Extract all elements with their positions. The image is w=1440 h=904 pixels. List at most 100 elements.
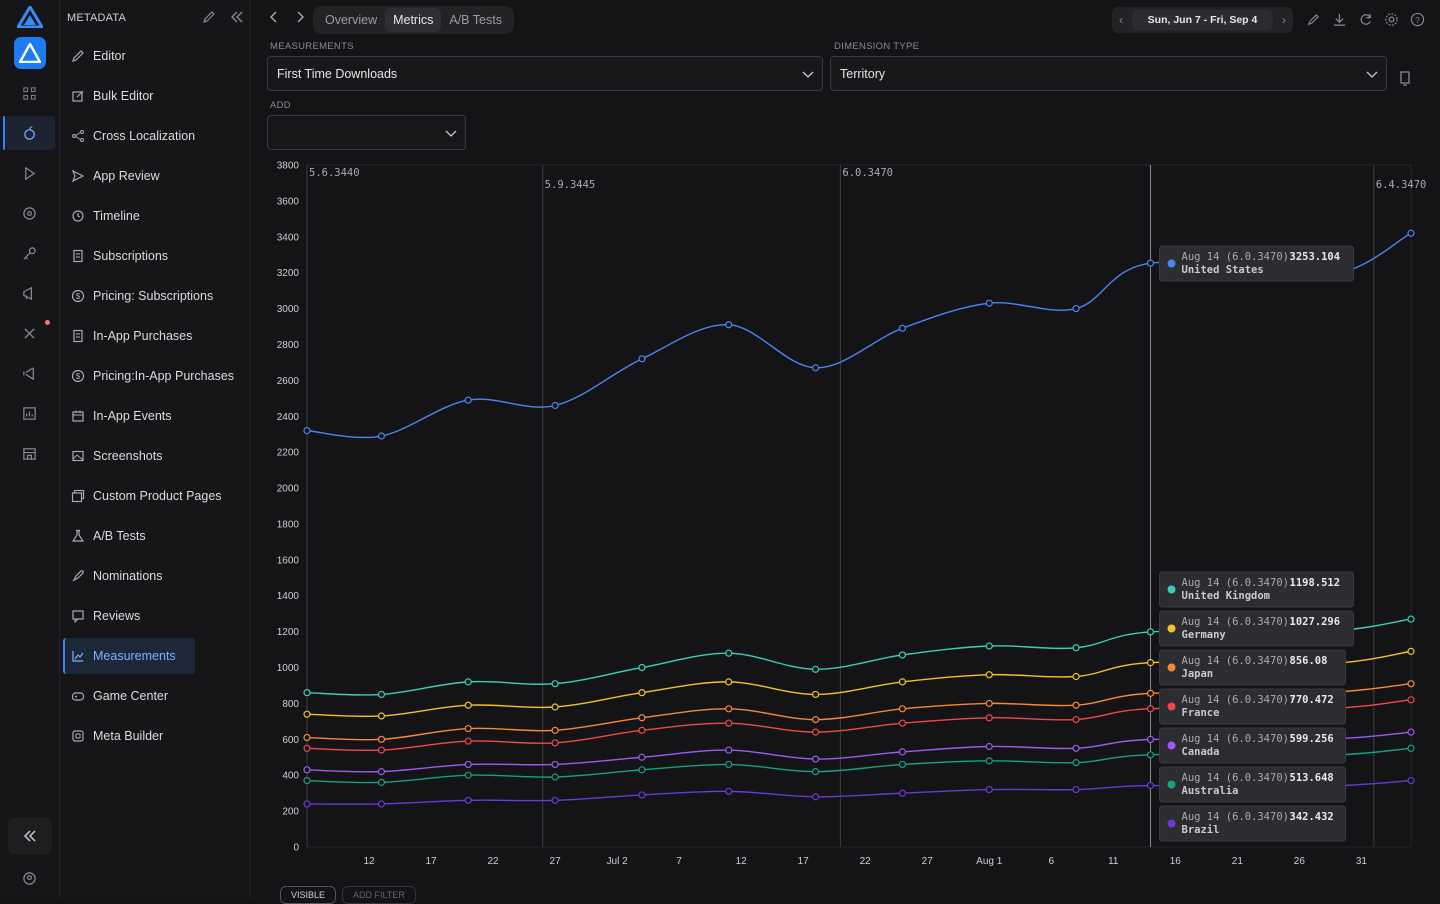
target-icon[interactable]	[0, 198, 59, 228]
data-point-germany	[1407, 647, 1415, 655]
sidebar-item-custom-product-pages[interactable]: Custom Product Pages	[63, 478, 243, 514]
sidebar-item-label: Timeline	[93, 209, 140, 223]
forward-icon[interactable]	[294, 10, 306, 26]
dollar-icon: $	[70, 288, 86, 304]
data-point-united-states	[551, 401, 559, 410]
x-tick-label: 7	[676, 856, 682, 867]
visible-filter-tab[interactable]: VISIBLE	[280, 886, 337, 904]
sidebar-item-editor[interactable]: Editor	[63, 38, 243, 74]
app-icon[interactable]	[14, 37, 46, 69]
sidebar-item-pricing-subscriptions[interactable]: $ Pricing: Subscriptions	[63, 278, 243, 314]
collapse-sidebar-icon[interactable]	[230, 10, 244, 24]
data-point-brazil	[811, 793, 820, 801]
data-point-canada	[811, 755, 820, 763]
calendar-icon	[70, 408, 86, 424]
pencil-icon	[70, 48, 86, 64]
data-point-united-kingdom	[725, 649, 733, 657]
sidebar-item-bulk-editor[interactable]: Bulk Editor	[63, 78, 243, 114]
tooltip-series-name: Japan	[1182, 668, 1214, 680]
help-icon[interactable]: ?	[1410, 12, 1425, 27]
data-point-united-kingdom	[1146, 628, 1155, 636]
tab-overview[interactable]: Overview	[325, 13, 378, 27]
sidebar-item-meta-builder[interactable]: Meta Builder	[63, 718, 243, 754]
data-point-japan	[303, 733, 311, 742]
date-range-label[interactable]: Sun, Jun 7 - Fri, Sep 4	[1132, 10, 1273, 30]
sidebar-item-nominations[interactable]: Nominations	[63, 558, 243, 594]
data-point-france	[1146, 705, 1155, 713]
sidebar-item-label: Pricing:In-App Purchases	[93, 369, 235, 383]
date-range-picker[interactable]: ‹ Sun, Jun 7 - Fri, Sep 4 ›	[1112, 7, 1293, 33]
sidebar-item-in-app-purchases[interactable]: In-App Purchases	[63, 318, 243, 354]
settings-gear-icon[interactable]	[1384, 12, 1399, 27]
store-icon[interactable]	[0, 438, 59, 468]
key-icon[interactable]	[0, 238, 59, 268]
tab-metrics[interactable]: Metrics	[385, 8, 442, 32]
data-point-brazil	[898, 789, 907, 797]
sidebar-item-cross-localization[interactable]: Cross Localization	[63, 118, 243, 154]
vscode-icon[interactable]	[0, 358, 59, 388]
measurements-label: MEASUREMENTS	[270, 41, 354, 52]
tab-ab-tests[interactable]: A/B Tests	[449, 13, 502, 27]
y-tick-label: 1400	[277, 591, 300, 602]
bookmark-icon[interactable]	[1398, 70, 1412, 91]
prev-range-icon[interactable]: ‹	[1119, 13, 1123, 27]
data-point-united-kingdom	[377, 690, 386, 699]
images-icon	[70, 488, 86, 504]
apps-grid-icon[interactable]	[0, 78, 59, 108]
data-point-canada	[377, 768, 386, 776]
sidebar-item-pricing-in-app-purchases[interactable]: $ Pricing:In-App Purchases	[63, 358, 243, 394]
app-rail	[0, 0, 60, 898]
data-point-japan	[1072, 701, 1080, 709]
sidebar-item-screenshots[interactable]: Screenshots	[63, 438, 243, 474]
sidebar-item-measurements[interactable]: Measurements	[63, 638, 195, 674]
data-point-germany	[377, 712, 386, 720]
tools-icon[interactable]	[0, 318, 59, 348]
data-point-japan	[985, 699, 993, 708]
sidebar-item-timeline[interactable]: Timeline	[63, 198, 243, 234]
tooltip-color-dot	[1167, 663, 1176, 672]
data-point-france	[1072, 715, 1080, 724]
tooltip-france	[1159, 688, 1347, 725]
data-point-united-states	[1072, 304, 1080, 313]
measurements-select[interactable]: First Time Downloads	[267, 56, 823, 91]
edit-icon[interactable]	[202, 10, 216, 24]
data-point-germany	[464, 701, 472, 709]
version-label: 6.0.3470	[842, 167, 893, 179]
add-filter-tab[interactable]: ADD FILTER	[342, 886, 416, 904]
add-label: ADD	[270, 100, 291, 111]
data-point-japan	[898, 705, 907, 713]
y-tick-label: 2800	[277, 340, 300, 351]
download-icon[interactable]	[1332, 12, 1347, 27]
refresh-icon[interactable]	[1358, 12, 1373, 27]
play-icon[interactable]	[0, 158, 59, 188]
chart-icon	[70, 648, 86, 664]
data-point-brazil	[1407, 776, 1415, 785]
user-icon[interactable]	[0, 863, 59, 893]
sidebar-item-subscriptions[interactable]: Subscriptions	[63, 238, 243, 274]
sidebar-item-game-center[interactable]: Game Center	[63, 678, 243, 714]
image-icon	[70, 448, 86, 464]
next-range-icon[interactable]: ›	[1282, 13, 1286, 27]
add-select[interactable]	[267, 115, 466, 150]
sidebar-item-label: Subscriptions	[93, 249, 169, 263]
sidebar-item-a-b-tests[interactable]: A/B Tests	[63, 518, 243, 554]
sidebar-item-app-review[interactable]: App Review	[63, 158, 243, 194]
apple-icon[interactable]	[0, 118, 59, 148]
dimension-select[interactable]: Territory	[830, 56, 1387, 91]
sidebar-item-label: Editor	[93, 49, 126, 63]
data-point-brazil	[464, 796, 472, 804]
tooltip-color-dot	[1167, 624, 1176, 633]
data-point-australia	[985, 757, 993, 765]
edit-icon[interactable]	[1306, 12, 1321, 27]
measurements-line-chart[interactable]: 0 200 400 600 800 1000 1200 1400 1600 1800 2000 220…	[260, 150, 1430, 880]
back-icon[interactable]	[268, 10, 280, 26]
data-point-united-states	[1407, 229, 1415, 237]
report-icon[interactable]	[0, 398, 59, 428]
data-point-brazil	[551, 796, 559, 804]
megaphone-icon[interactable]	[0, 278, 59, 308]
x-tick-label: 11	[1108, 856, 1119, 867]
collapse-rail-button[interactable]	[8, 818, 52, 854]
sidebar-item-reviews[interactable]: Reviews	[63, 598, 243, 634]
sidebar-item-in-app-events[interactable]: In-App Events	[63, 398, 243, 434]
tooltip-united-states	[1159, 245, 1355, 282]
